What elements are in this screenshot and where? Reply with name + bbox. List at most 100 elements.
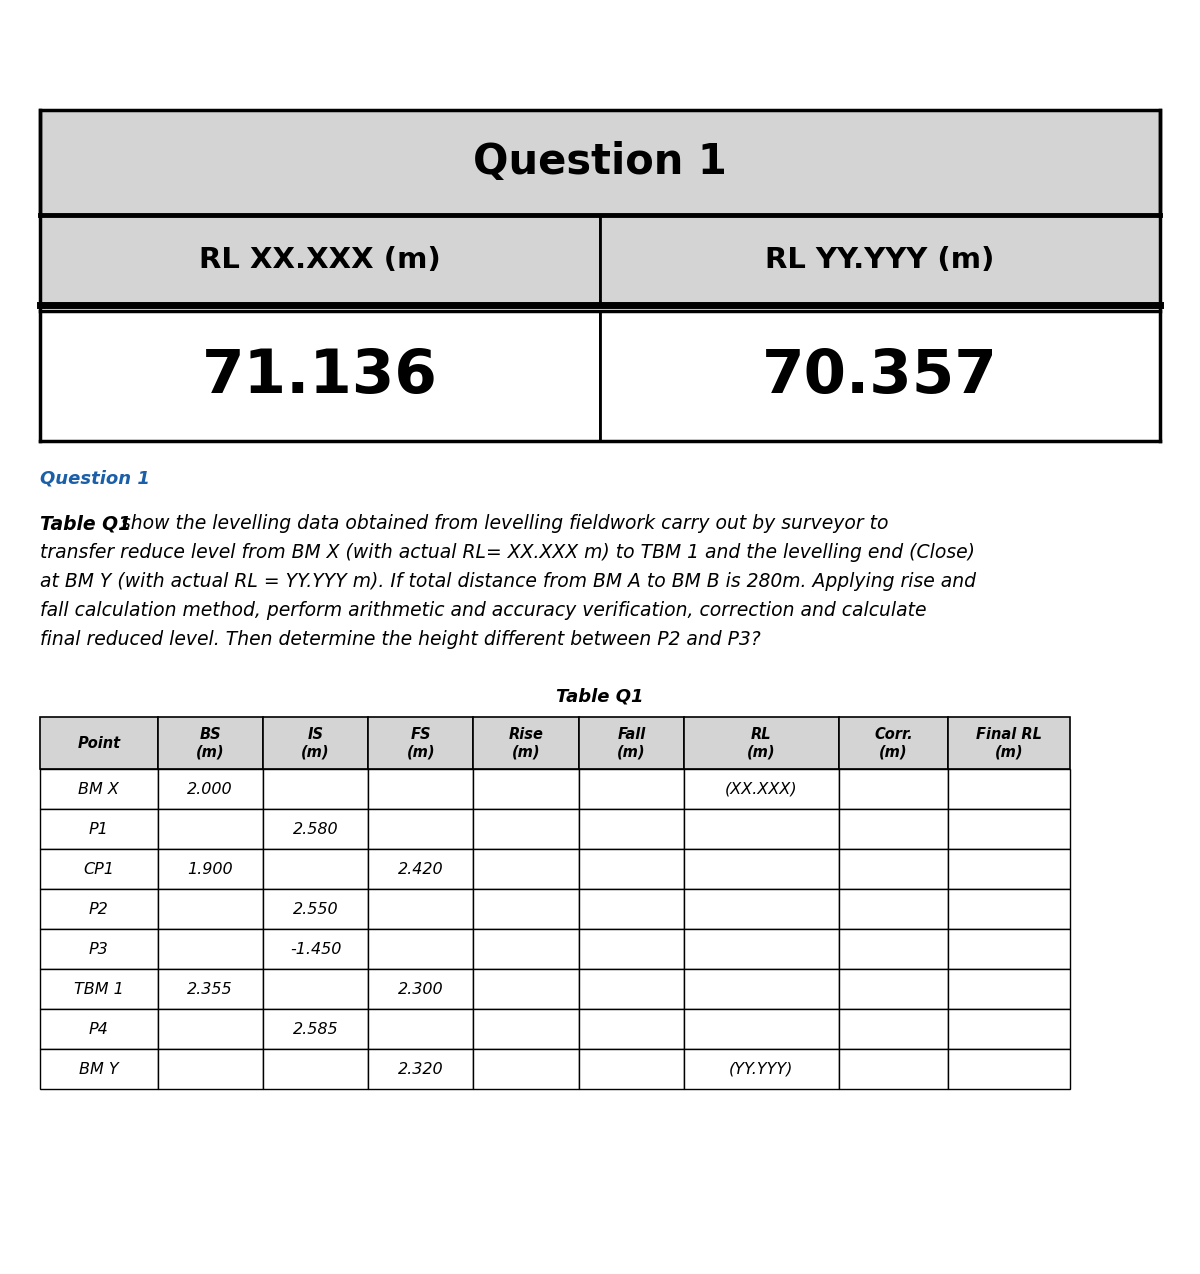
Text: fall calculation method, perform arithmetic and accuracy verification, correctio: fall calculation method, perform arithme…	[40, 601, 926, 620]
Text: Final RL
(m): Final RL (m)	[977, 726, 1043, 759]
Text: 1.900: 1.900	[187, 861, 233, 877]
Bar	[474, 1009, 578, 1049]
Text: 2.355: 2.355	[187, 981, 233, 996]
Text: at BM Y (with actual RL = YY.YYY m). If total distance from BM A to BM B is 280m: at BM Y (with actual RL = YY.YYY m). If …	[40, 572, 976, 591]
Bar	[474, 889, 578, 929]
Bar	[474, 769, 578, 809]
Bar	[474, 970, 578, 1009]
Bar	[40, 889, 157, 929]
Bar	[948, 929, 1070, 970]
Bar	[839, 970, 948, 1009]
Bar	[948, 809, 1070, 848]
Bar	[157, 717, 263, 769]
Bar	[578, 717, 684, 769]
Text: Question 1: Question 1	[473, 141, 727, 183]
Text: FS
(m): FS (m)	[407, 726, 436, 759]
Text: 2.320: 2.320	[398, 1061, 444, 1077]
Bar	[368, 809, 474, 848]
Text: -1.450: -1.450	[290, 941, 341, 957]
Bar	[368, 970, 474, 1009]
Text: BM Y: BM Y	[79, 1061, 119, 1077]
Text: Corr.
(m): Corr. (m)	[874, 726, 913, 759]
Bar	[684, 769, 839, 809]
Bar	[368, 929, 474, 970]
Text: (XX.XXX): (XX.XXX)	[725, 781, 798, 796]
Bar	[839, 1009, 948, 1049]
Bar	[474, 717, 578, 769]
Bar	[839, 717, 948, 769]
Bar	[839, 809, 948, 848]
Bar	[157, 1009, 263, 1049]
Bar	[40, 215, 600, 304]
Bar	[40, 809, 157, 848]
Bar	[578, 848, 684, 889]
Text: P3: P3	[89, 941, 109, 957]
Text: Point: Point	[77, 735, 120, 750]
Bar	[157, 848, 263, 889]
Text: BS
(m): BS (m)	[196, 726, 224, 759]
Text: RL XX.XXX (m): RL XX.XXX (m)	[199, 246, 440, 274]
Text: TBM 1: TBM 1	[74, 981, 124, 996]
Text: 2.550: 2.550	[293, 902, 338, 916]
Bar	[684, 717, 839, 769]
Text: Table Q1: Table Q1	[557, 687, 643, 705]
Bar	[600, 215, 1160, 304]
Bar	[263, 1009, 368, 1049]
Bar	[474, 929, 578, 970]
Text: 2.585: 2.585	[293, 1022, 338, 1037]
Bar	[578, 889, 684, 929]
Text: show the levelling data obtained from levelling fieldwork carry out by surveyor : show the levelling data obtained from le…	[115, 513, 888, 533]
Bar	[948, 1009, 1070, 1049]
Text: (YY.YYY): (YY.YYY)	[730, 1061, 793, 1077]
Bar	[578, 929, 684, 970]
Bar	[839, 889, 948, 929]
Text: 71.136: 71.136	[202, 347, 438, 405]
Bar	[948, 717, 1070, 769]
Text: RL YY.YYY (m): RL YY.YYY (m)	[766, 246, 995, 274]
Bar	[263, 970, 368, 1009]
Bar	[40, 769, 157, 809]
Text: 70.357: 70.357	[762, 347, 998, 405]
Bar	[40, 717, 157, 769]
Bar	[948, 1049, 1070, 1089]
Bar	[40, 311, 600, 441]
Bar	[948, 889, 1070, 929]
Bar	[157, 769, 263, 809]
Text: final reduced level. Then determine the height different between P2 and P3?: final reduced level. Then determine the …	[40, 631, 761, 648]
Bar	[263, 769, 368, 809]
Text: Rise
(m): Rise (m)	[509, 726, 544, 759]
Bar	[684, 809, 839, 848]
Bar	[40, 1049, 157, 1089]
Text: BM X: BM X	[78, 781, 119, 796]
Text: 2.580: 2.580	[293, 822, 338, 837]
Bar	[263, 889, 368, 929]
Bar	[948, 848, 1070, 889]
Bar	[578, 1009, 684, 1049]
Text: P2: P2	[89, 902, 109, 916]
Bar	[157, 809, 263, 848]
Text: P1: P1	[89, 822, 109, 837]
Bar	[157, 929, 263, 970]
Bar	[40, 929, 157, 970]
Bar	[263, 929, 368, 970]
Bar	[40, 110, 1160, 215]
Bar	[578, 769, 684, 809]
Bar	[948, 970, 1070, 1009]
Bar	[839, 848, 948, 889]
Bar	[368, 717, 474, 769]
Bar	[474, 1049, 578, 1089]
Bar	[839, 929, 948, 970]
Text: Fall
(m): Fall (m)	[617, 726, 646, 759]
Bar	[948, 769, 1070, 809]
Bar	[578, 809, 684, 848]
Bar	[263, 1049, 368, 1089]
Bar	[684, 929, 839, 970]
Text: transfer reduce level from BM X (with actual RL= XX.XXX m) to TBM 1 and the leve: transfer reduce level from BM X (with ac…	[40, 543, 974, 562]
Bar	[839, 769, 948, 809]
Bar	[368, 769, 474, 809]
Bar	[263, 848, 368, 889]
Bar	[263, 717, 368, 769]
Text: RL
(m): RL (m)	[748, 726, 775, 759]
Text: CP1: CP1	[83, 861, 114, 877]
Bar	[684, 1009, 839, 1049]
